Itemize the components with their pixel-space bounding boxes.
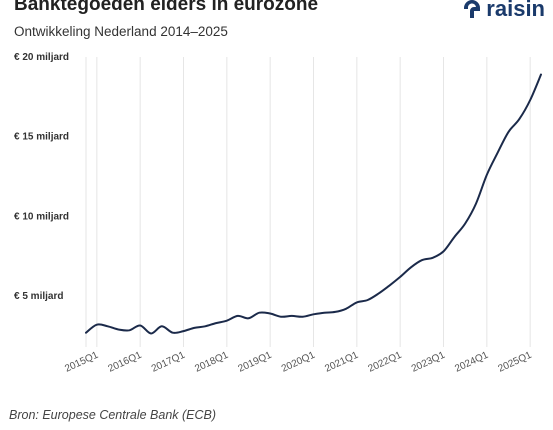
chart-gridlines bbox=[85, 57, 531, 347]
raisin-logo[interactable]: raisin bbox=[461, 0, 545, 22]
y-tick-label: € 15 miljard bbox=[14, 132, 69, 143]
chart-subtitle: Ontwikkeling Nederland 2014–2025 bbox=[14, 24, 228, 39]
series-line bbox=[85, 73, 542, 335]
x-tick-label: 2025Q1 bbox=[497, 350, 534, 375]
y-tick-label: € 10 miljard bbox=[14, 211, 69, 222]
raisin-logo-text: raisin bbox=[486, 0, 545, 21]
x-tick-label: 2022Q1 bbox=[367, 350, 404, 375]
x-tick-label: 2016Q1 bbox=[107, 350, 144, 375]
y-tick-label: € 5 miljard bbox=[14, 291, 63, 302]
y-tick-label: € 20 miljard bbox=[14, 52, 69, 63]
x-tick-label: 2017Q1 bbox=[150, 350, 187, 375]
source-note: Bron: Europese Centrale Bank (ECB) bbox=[9, 408, 217, 422]
x-tick-label: 2023Q1 bbox=[410, 350, 447, 375]
chart-title: Banktegoeden elders in eurozone bbox=[14, 0, 319, 15]
x-tick-label: 2021Q1 bbox=[323, 350, 360, 375]
line-chart: € 5 miljard € 10 miljard € 15 miljard € 20 … bbox=[14, 52, 542, 375]
x-tick-label: 2018Q1 bbox=[193, 350, 230, 375]
x-axis-tick-labels: 2015Q1 2016Q1 2017Q1 2018Q1 2019Q1 2020Q1 2021… bbox=[63, 350, 534, 375]
x-tick-label: 2019Q1 bbox=[237, 350, 274, 375]
x-tick-label: 2024Q1 bbox=[453, 350, 490, 375]
x-tick-label: 2015Q1 bbox=[63, 350, 100, 375]
y-axis-tick-labels: € 5 miljard € 10 miljard € 15 miljard € 20 … bbox=[14, 52, 69, 302]
raisin-logo-icon bbox=[464, 0, 481, 18]
x-tick-label: 2020Q1 bbox=[280, 350, 317, 375]
